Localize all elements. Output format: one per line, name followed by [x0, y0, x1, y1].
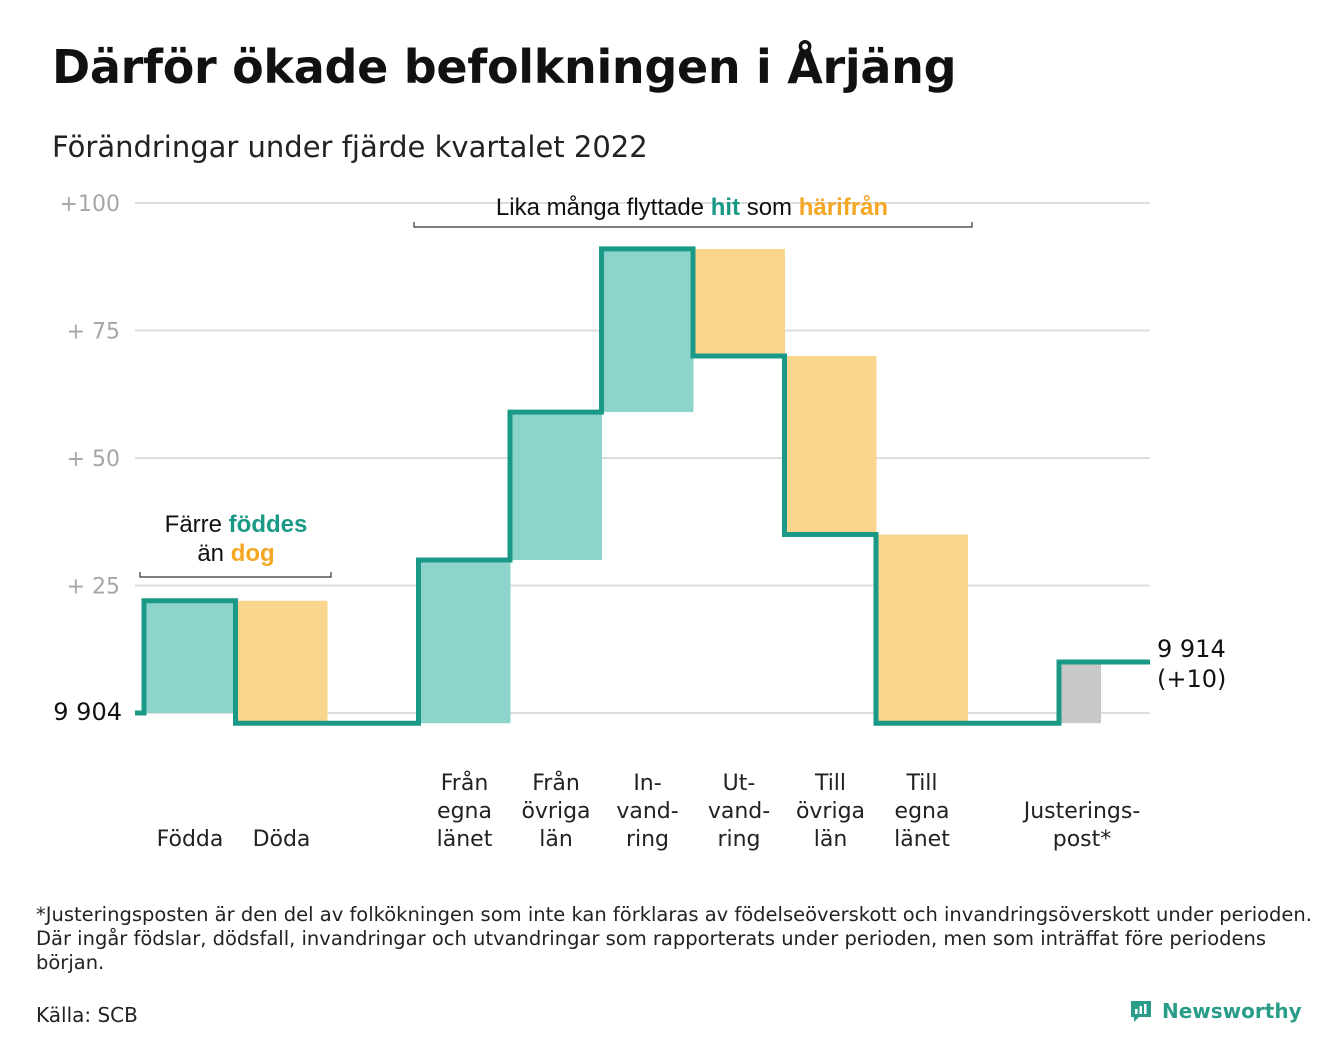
waterfall-chart: + 25 + 50 + 75 +100 9 904 9 914(+10) Färre f…	[53, 192, 1226, 852]
bars-layer	[144, 248, 1101, 724]
x-category-label: Till	[905, 771, 937, 796]
annotation-bracket-migration	[413, 222, 973, 228]
waterfall-bar	[144, 600, 236, 713]
brand-name: Newsworthy	[1162, 999, 1302, 1023]
x-category-label: övriga	[796, 799, 865, 824]
y-tick-label: + 75	[67, 320, 120, 345]
x-category-label: Justerings-	[1022, 799, 1141, 824]
x-category-label: län	[814, 827, 848, 852]
x-category-label: Födda	[157, 827, 224, 852]
y-tick-label: + 50	[67, 447, 120, 472]
waterfall-bar	[1058, 662, 1101, 724]
x-category-label: post*	[1053, 827, 1112, 852]
waterfall-bar	[784, 356, 877, 535]
annotation-births-deaths-line1: Färre föddes	[165, 511, 308, 538]
x-category-label: vand-	[708, 799, 770, 824]
x-category-label: Ut-	[723, 771, 756, 796]
source-note: Källa: SCB	[36, 1003, 138, 1027]
chart-subtitle: Förändringar under fjärde kvartalet 2022	[52, 130, 648, 164]
waterfall-bar	[693, 248, 785, 356]
x-category-label: egna	[895, 799, 950, 824]
y-tick-label: +100	[60, 192, 120, 217]
footnote: *Justeringsposten är den del av folkökni…	[36, 903, 1312, 974]
category-labels: Födda Döda Från egna länet Från övriga län In-va…	[157, 770, 1141, 852]
x-category-label: län	[539, 827, 573, 852]
x-category-label: länet	[437, 827, 493, 852]
brand-logo: Newsworthy	[1128, 998, 1302, 1024]
x-category-label: Från	[441, 770, 489, 796]
x-category-label: Från	[532, 770, 580, 796]
end-value-label: 9 914	[1157, 635, 1226, 663]
x-category-label: ring	[717, 827, 760, 852]
x-category-label: In-	[633, 771, 661, 796]
annotation-births-deaths-line2: än dog	[197, 540, 274, 567]
cumulative-step-line	[135, 246, 1150, 726]
x-category-label: vand-	[616, 799, 678, 824]
waterfall-bar	[235, 600, 328, 724]
y-tick-label: + 25	[67, 575, 120, 600]
x-category-label: Döda	[253, 827, 311, 852]
x-category-label: egna	[437, 799, 492, 824]
chart-title: Därför ökade befolkningen i Årjäng	[52, 40, 957, 94]
annotation-migration: Lika många flyttade hit som härifrån	[496, 194, 888, 221]
line-layer: 9 904 9 914(+10)	[53, 246, 1226, 726]
x-category-label: Till	[814, 771, 846, 796]
newsworthy-logo-icon	[1131, 1001, 1151, 1022]
start-value-label: 9 904	[53, 698, 122, 726]
x-category-label: övriga	[521, 799, 590, 824]
annotation-bracket-births-deaths	[139, 572, 332, 578]
x-category-label: länet	[894, 827, 950, 852]
x-category-label: ring	[626, 827, 669, 852]
waterfall-bar	[418, 560, 511, 724]
waterfall-bar	[601, 248, 694, 413]
end-change-label: (+10)	[1157, 665, 1226, 693]
waterfall-bar	[876, 534, 968, 724]
waterfall-bar	[510, 412, 602, 560]
